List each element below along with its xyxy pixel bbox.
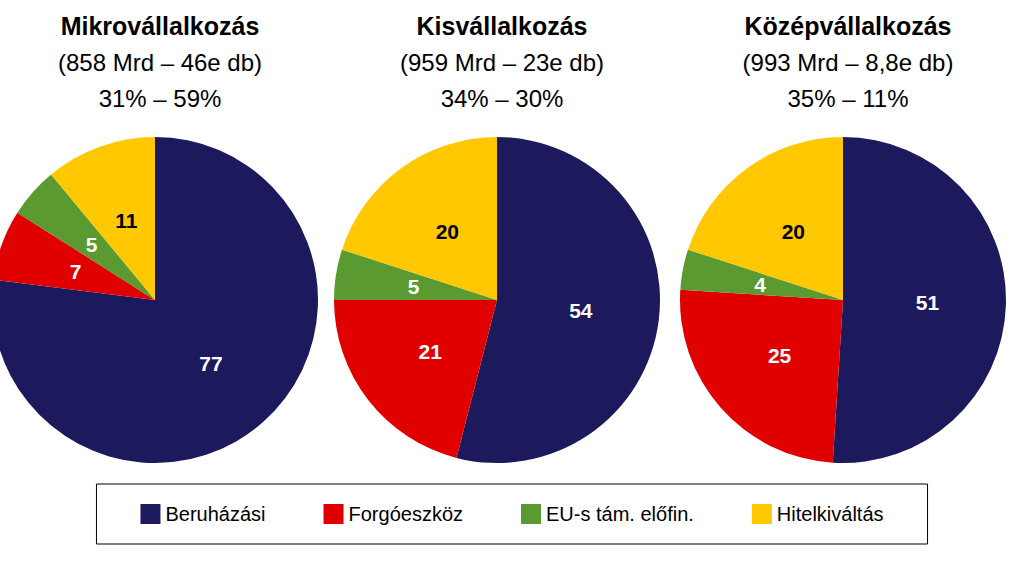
svg-text:Hitelkiváltás: Hitelkiváltás xyxy=(777,503,884,525)
svg-text:77: 77 xyxy=(199,352,222,375)
svg-text:4: 4 xyxy=(754,273,766,296)
svg-text:(858 Mrd – 46e db): (858 Mrd – 46e db) xyxy=(58,49,262,76)
svg-text:25: 25 xyxy=(768,344,792,367)
svg-text:31% – 59%: 31% – 59% xyxy=(99,85,222,112)
svg-text:Mikrovállalkozás: Mikrovállalkozás xyxy=(61,12,260,40)
svg-text:7: 7 xyxy=(70,260,82,283)
svg-text:51: 51 xyxy=(916,291,940,314)
svg-text:(993 Mrd – 8,8e db): (993 Mrd – 8,8e db) xyxy=(743,49,954,76)
svg-text:5: 5 xyxy=(86,233,98,256)
svg-text:54: 54 xyxy=(569,299,593,322)
svg-text:Beruházási: Beruházási xyxy=(165,503,265,525)
svg-text:34% – 30%: 34% – 30% xyxy=(441,85,564,112)
svg-text:Forgóeszköz: Forgóeszköz xyxy=(349,503,464,525)
svg-text:Középvállalkozás: Középvállalkozás xyxy=(744,12,951,40)
svg-text:20: 20 xyxy=(782,220,805,243)
svg-text:EU-s tám. előfin.: EU-s tám. előfin. xyxy=(546,503,694,525)
svg-text:35% – 11%: 35% – 11% xyxy=(788,85,909,112)
svg-text:5: 5 xyxy=(408,275,420,298)
svg-text:11: 11 xyxy=(115,209,138,232)
svg-text:(959 Mrd – 23e db): (959 Mrd – 23e db) xyxy=(400,49,604,76)
svg-text:21: 21 xyxy=(419,340,443,363)
svg-text:20: 20 xyxy=(436,220,459,243)
svg-text:Kisvállalkozás: Kisvállalkozás xyxy=(417,12,588,40)
